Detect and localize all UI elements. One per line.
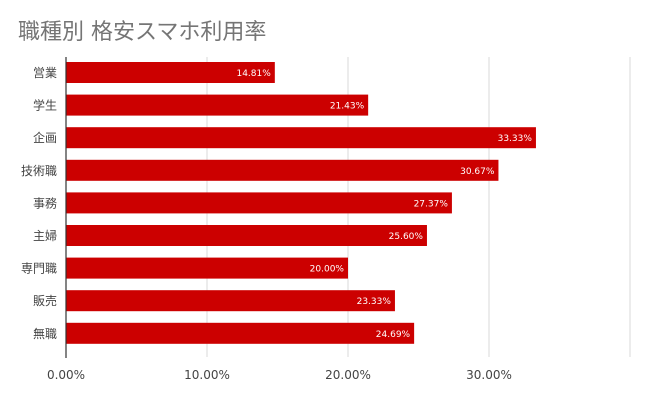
data-label: 25.60% — [389, 232, 424, 242]
x-tick-label: 0.00% — [47, 368, 85, 382]
category-label: 営業 — [33, 66, 57, 80]
bar — [66, 62, 275, 83]
chart-title: 職種別 格安スマホ利用率 — [18, 20, 267, 45]
bar — [66, 192, 452, 214]
category-label: 専門職 — [21, 262, 57, 276]
data-label: 21.43% — [330, 102, 365, 112]
category-label: 販売 — [33, 293, 57, 308]
data-label: 20.00% — [310, 265, 345, 275]
category-label: 主婦 — [33, 228, 57, 243]
data-label: 33.33% — [498, 134, 533, 144]
category-label: 事務 — [33, 196, 57, 210]
bar — [66, 94, 369, 116]
category-label: 企画 — [33, 130, 57, 145]
data-label: 14.81% — [236, 69, 271, 79]
bar — [66, 322, 415, 344]
x-tick-label: 10.00% — [184, 368, 230, 382]
data-label: 23.33% — [357, 297, 392, 307]
bars — [66, 62, 536, 344]
data-label: 30.67% — [460, 167, 495, 177]
category-label: 学生 — [33, 98, 57, 113]
x-tick-label: 20.00% — [325, 368, 371, 382]
bar — [66, 225, 427, 246]
category-label: 無職 — [33, 326, 57, 341]
bar — [66, 159, 499, 181]
bar — [66, 290, 395, 312]
bar — [66, 127, 536, 149]
x-tick-label: 30.00% — [466, 368, 512, 382]
labels: 14.81% 営業 21.43% 学生 33.33% 企画 30.67% 技術職 27.37% 事… — [21, 57, 532, 382]
bar — [66, 257, 348, 279]
data-label: 27.37% — [414, 199, 449, 209]
category-label: 技術職 — [21, 164, 57, 178]
data-label: 24.69% — [376, 330, 411, 340]
